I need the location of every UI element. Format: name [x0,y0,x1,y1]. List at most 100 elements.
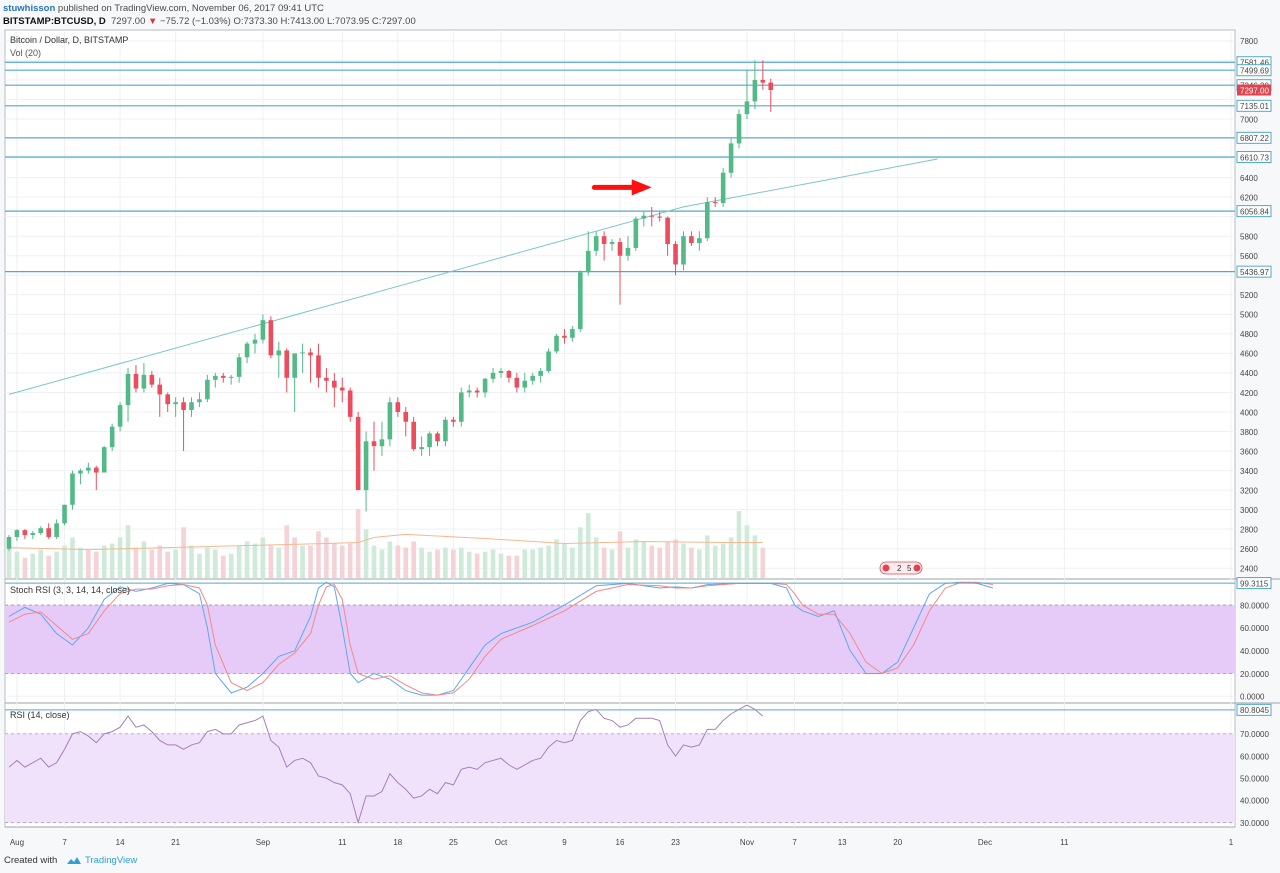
volume-bar [93,551,99,578]
volume-bar [593,537,599,578]
candle-up [141,374,147,389]
candle-down [133,373,139,389]
volume-bar [514,555,520,578]
candle-up [458,392,464,422]
candle-up [205,379,210,400]
volume-bar [697,549,702,578]
candle-up [387,402,393,440]
candle-down [181,402,186,411]
close-value: 7297.00 [381,16,416,27]
stoch-tick-label: 80.0000 [1240,601,1269,610]
volume-bar [625,547,631,578]
stoch-lines [5,581,1235,696]
time-tick-label: Dec [978,838,992,847]
level-price-label-box [1236,64,1272,77]
volume-bar [292,537,297,578]
price-tick-label: 3800 [1240,428,1258,437]
stoch-tick-label: 40.0000 [1240,647,1269,656]
volume-bar [522,549,528,578]
stoch-tick-label: 0.0000 [1240,693,1265,702]
candle-down [165,394,171,405]
candle-down [689,236,694,244]
candle-down [339,387,345,391]
volume-bar [252,543,258,578]
volume-bar [728,537,734,578]
candle-up [363,441,369,491]
candle-down [22,530,28,536]
price-tick-label: 6200 [1240,193,1258,202]
candle-up [101,447,107,473]
author-link[interactable]: stuwhisson [3,3,56,14]
candle-down [324,377,329,381]
price-tick-label: 4600 [1240,350,1258,359]
candle-down [347,390,353,417]
chart-header: stuwhisson published on TradingView.com,… [3,2,416,28]
candle-down [355,416,361,491]
candle-up [546,351,551,371]
volume-bar [189,545,194,578]
publisher-line: stuwhisson published on TradingView.com,… [3,2,416,15]
candles [6,60,774,551]
volume-bar [109,543,115,578]
svg-text:2: 2 [897,564,902,573]
time-axis[interactable]: Aug 7 14 21 Sep 11 18 25 Oct 9 16 23 Nov 7 13 20 Dec 11 1 [10,838,1234,847]
open-label: O: [233,16,244,27]
volume-bar [22,557,28,578]
volume-bar [490,549,496,578]
time-tick-label: 16 [616,838,625,847]
candle-up [109,426,115,448]
stoch-tick-label: 60.0000 [1240,624,1269,633]
price-tick-label: 7800 [1240,37,1258,46]
time-tick-label: Aug [10,838,24,847]
price-tick-label: 5200 [1240,291,1258,300]
horizontal-levels[interactable] [5,61,1235,273]
volume-bar [78,547,83,578]
last-price: 7297.00 [111,16,146,27]
volume-bar [125,525,131,578]
candle-up [78,470,83,474]
tradingview-link[interactable]: TradingView [84,855,138,866]
price-scale[interactable]: 7800 7000 6400 6200 5800 5600 5200 5000 4800 4600… [1236,37,1272,828]
volume-bar [546,545,551,578]
level-price-label-box [1236,99,1272,112]
candle-up [6,536,12,549]
volume-bar [332,543,337,578]
volume-bar [657,547,662,578]
candle-down [514,377,520,388]
volume-bar [704,535,710,578]
volume-bar [6,547,12,578]
time-tick-label: 13 [838,838,847,847]
volume-bar [736,511,742,578]
candle-down [332,380,337,388]
volume-bar [411,541,416,578]
volume-bar [324,537,329,578]
chart-canvas[interactable]: 7800 7000 6400 6200 5800 5600 5200 5000 4800 4600… [0,0,1280,850]
trendline[interactable] [8,158,938,395]
level-price-label: 7581.46 [1240,59,1269,68]
price-tick-label: 2800 [1240,525,1258,534]
volume-bar [205,547,210,578]
created-with-text: Created with [4,855,58,866]
candle-up [482,378,488,393]
svg-text:5: 5 [907,564,912,573]
volume-bar [308,545,313,578]
time-tick-label: 21 [171,838,180,847]
volume-bar [744,525,750,578]
candle-down [673,244,678,265]
candle-up [62,504,67,524]
price-tick-label: 6400 [1240,174,1258,183]
arrow-annotation-icon[interactable] [591,179,652,196]
time-tick-label: 1 [1229,838,1234,847]
volume-bar [752,535,758,578]
volume-bar [689,547,694,578]
volume-bars [6,509,766,578]
candle-down [395,402,401,412]
candle-up [585,250,591,273]
rsi-band [5,733,1235,823]
volume-bar [339,545,345,578]
candle-down [371,441,377,447]
volume-bar [665,541,670,578]
events-badge-icon[interactable]: 2 5 [879,561,923,575]
candle-up [189,402,194,411]
volume-bar [284,525,290,578]
